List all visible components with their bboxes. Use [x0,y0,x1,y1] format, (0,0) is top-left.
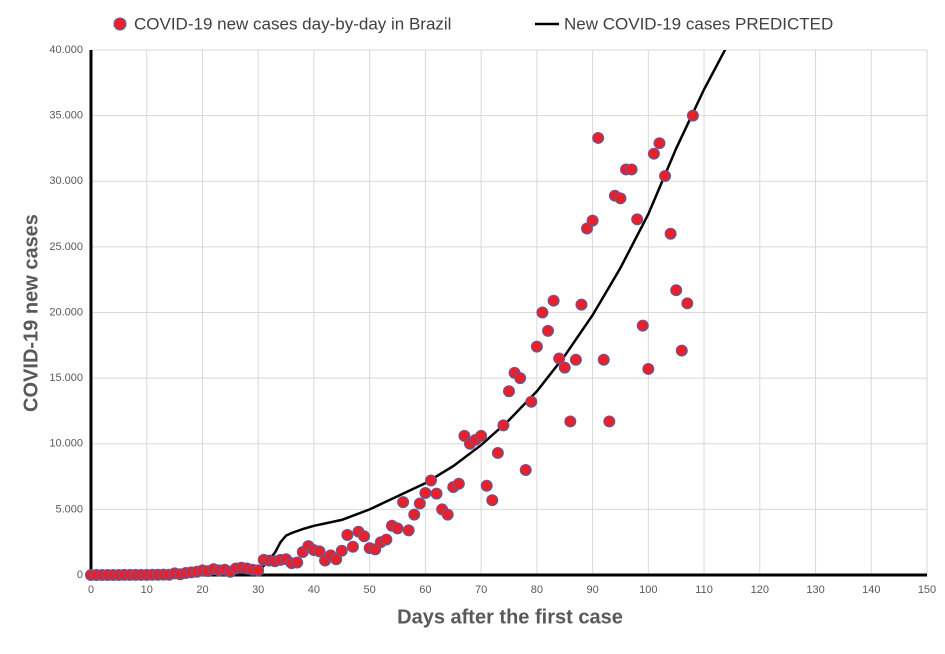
point [419,486,432,499]
x-tick-label: 150 [918,584,936,596]
grid [90,49,928,576]
point [497,419,510,432]
point [592,131,605,144]
point [547,294,560,307]
y-tick-label: 20.000 [49,306,83,318]
point [670,284,683,297]
point [430,487,443,500]
point [413,497,426,510]
legend-label: New COVID-19 cases PREDICTED [564,14,833,33]
point [558,361,571,374]
point [647,147,660,160]
point [291,556,304,569]
point [586,214,599,227]
point [664,227,677,240]
point [569,353,582,366]
point [486,494,499,507]
point [330,553,343,566]
point [636,319,649,332]
point [675,344,688,357]
point [686,109,699,122]
y-axis-title: COVID-19 new cases [20,214,42,412]
x-tick-label: 40 [308,584,320,596]
point [525,395,538,408]
legend: COVID-19 new cases day-by-day in Brazil N… [113,14,833,33]
point [358,530,371,543]
point [614,192,627,205]
ticks: 0 5.000 10.000 15.000 20.000 25.000 30.000 35.0… [49,44,936,596]
point [391,522,404,535]
y-tick-label: 40.000 [49,44,83,56]
point [536,306,549,319]
x-tick-label: 130 [806,584,824,596]
point [424,474,437,487]
y-tick-label: 15.000 [49,372,83,384]
point [519,464,532,476]
y-tick-label: 25.000 [49,241,83,253]
point [597,353,610,366]
line [91,50,727,575]
y-tick-label: 0 [77,569,83,581]
point [530,340,543,353]
point [642,362,655,375]
point [625,163,638,176]
x-tick-label: 70 [475,584,487,596]
x-tick-label: 100 [639,584,657,596]
point [503,385,515,398]
x-tick-label: 20 [196,584,208,596]
x-tick-label: 30 [252,584,264,596]
x-tick-label: 120 [751,584,769,596]
x-axis-title: Days after the first case [397,606,623,628]
point [397,496,410,509]
marks [85,50,727,581]
point [346,540,359,553]
y-tick-label: 5.000 [55,503,83,515]
legend-label: COVID-19 new cases day-by-day in Brazil [134,14,451,33]
point [603,415,616,428]
point [441,508,454,521]
point [514,372,527,385]
point [313,545,326,558]
point [681,297,694,310]
point [341,528,354,541]
point [335,544,348,557]
legend-marker [113,17,127,31]
x-tick-label: 90 [586,584,598,596]
point [575,298,588,311]
point [553,352,566,365]
point [542,324,555,337]
point [452,477,465,490]
point [653,137,666,150]
x-tick-label: 80 [531,584,543,596]
x-tick-label: 10 [141,584,153,596]
x-tick-label: 140 [862,584,880,596]
point [480,479,493,492]
x-tick-label: 0 [88,584,94,596]
point [380,533,393,546]
point [491,446,504,459]
point [408,508,421,521]
y-tick-label: 35.000 [49,110,83,122]
point [659,170,672,182]
point [475,429,488,442]
x-tick-label: 60 [419,584,431,596]
point [564,415,577,428]
point [252,564,265,577]
x-tick-label: 50 [364,584,376,596]
x-tick-label: 110 [695,584,713,596]
point [402,524,415,537]
y-tick-label: 10.000 [49,438,83,450]
y-tick-label: 30.000 [49,175,83,187]
point [631,213,644,226]
